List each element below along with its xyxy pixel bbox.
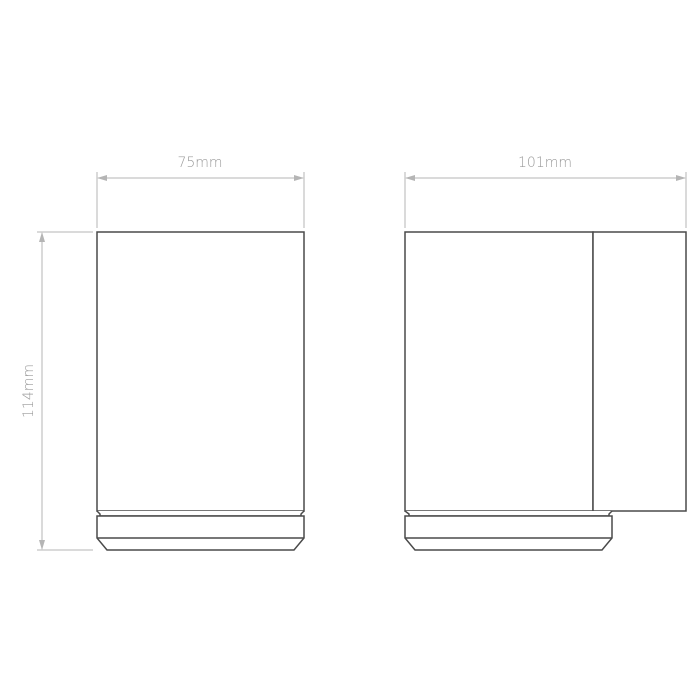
height-dimension: 114mm [21,231,93,551]
side-mount-bracket [592,231,687,512]
front-width-dimension: 75mm [96,155,305,228]
side-base-ring [404,515,613,551]
side-view [404,231,687,551]
side-width-label: 101mm [518,155,572,171]
side-body [404,231,594,512]
height-label: 114mm [21,364,37,418]
front-body [96,231,305,512]
front-width-label: 75mm [177,155,222,171]
front-base-ring [96,515,305,551]
side-width-dimension: 101mm [404,155,687,228]
front-view [96,231,305,551]
